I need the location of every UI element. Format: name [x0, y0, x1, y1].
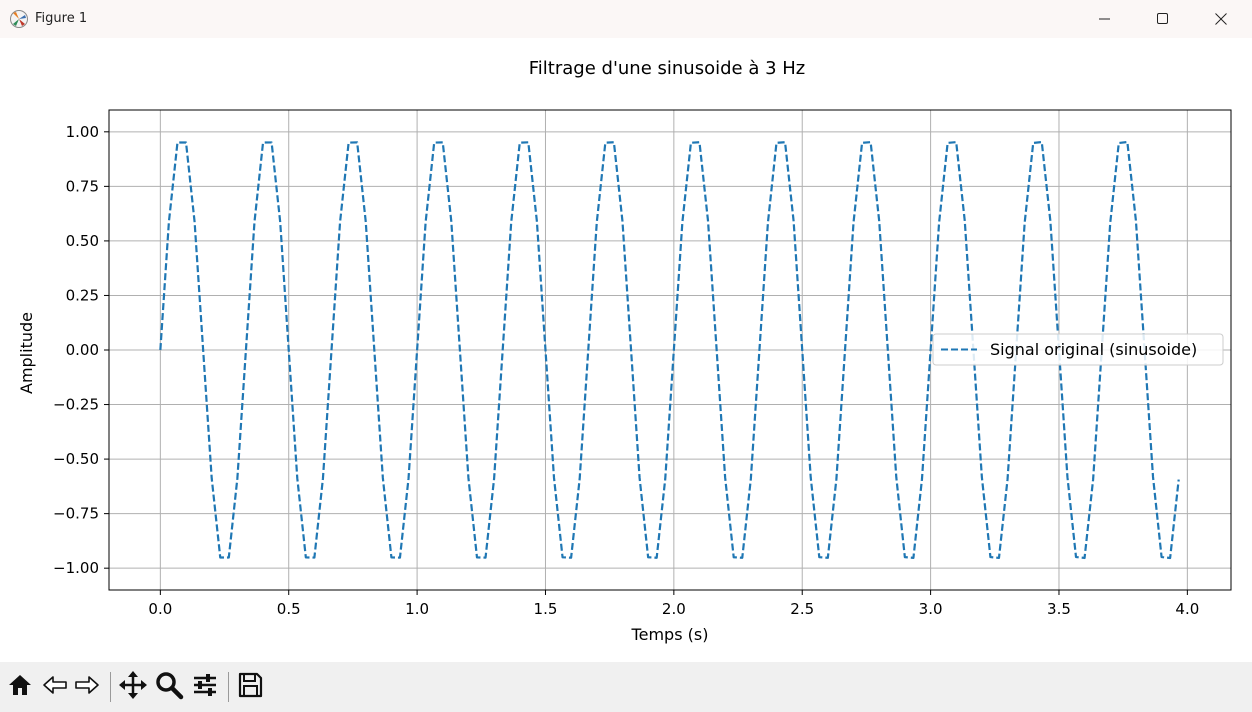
y-tick-label: 1.00 [66, 123, 99, 141]
save-icon [236, 671, 264, 703]
window-title: Figure 1 [35, 11, 88, 26]
back-arrow-icon [41, 671, 69, 703]
move-icon [118, 670, 148, 704]
series-line [159, 140, 1180, 560]
subplots-button[interactable] [189, 670, 221, 704]
legend-label: Signal original (sinusoide) [990, 340, 1197, 359]
minimize-button[interactable] [1076, 0, 1134, 38]
x-axis-label: Temps (s) [631, 625, 709, 644]
y-tick-label: 0.00 [66, 341, 99, 359]
y-tick-label: −0.50 [53, 450, 99, 468]
close-button[interactable] [1192, 0, 1250, 38]
toolbar-separator [228, 672, 229, 702]
zoom-button[interactable] [153, 670, 185, 704]
x-tick-label: 2.0 [662, 600, 686, 618]
navigation-toolbar [0, 662, 1252, 712]
x-tick-label: 1.0 [405, 600, 429, 618]
y-tick-label: −0.25 [53, 396, 99, 414]
save-button[interactable] [234, 670, 266, 704]
window-titlebar: Figure 1 [0, 0, 1252, 39]
pan-button[interactable] [117, 670, 149, 704]
close-icon [1215, 13, 1227, 25]
y-tick-label: 0.75 [66, 177, 99, 195]
x-tick-label: 0.5 [277, 600, 301, 618]
legend-box [932, 333, 1224, 366]
x-tick-label: 2.5 [790, 600, 814, 618]
x-tick-label: 3.0 [919, 600, 943, 618]
x-tick-label: 4.0 [1175, 600, 1199, 618]
x-tick-label: 1.5 [534, 600, 558, 618]
minimize-icon [1099, 13, 1111, 25]
y-axis-label: Amplitude [17, 312, 36, 394]
magnifier-icon [154, 670, 184, 704]
home-button[interactable] [4, 670, 36, 704]
y-tick-label: 0.50 [66, 232, 99, 250]
x-tick-label: 0.0 [148, 600, 172, 618]
chart-svg: Filtrage d'une sinusoide à 3 Hz 0.0 0.5 1.… [17, 58, 1232, 644]
tick-layer: 0.0 0.5 1.0 1.5 2.0 2.5 3.0 3.5 4.0 1.00 0.75 0.50 0… [53, 123, 1199, 618]
matplotlib-figure-icon [9, 9, 29, 29]
x-tick-label: 3.5 [1047, 600, 1071, 618]
sliders-icon [191, 671, 219, 703]
maximize-icon [1157, 13, 1169, 25]
back-button[interactable] [39, 670, 71, 704]
y-tick-label: −1.00 [53, 559, 99, 577]
maximize-button[interactable] [1134, 0, 1192, 38]
figure-canvas[interactable]: Filtrage d'une sinusoide à 3 Hz 0.0 0.5 1.… [0, 38, 1252, 662]
toolbar-separator [110, 672, 111, 702]
y-tick-label: −0.75 [53, 505, 99, 523]
forward-arrow-icon [73, 671, 101, 703]
home-icon [6, 671, 34, 703]
series-layer [159, 140, 1180, 560]
forward-button[interactable] [71, 670, 103, 704]
legend: Signal original (sinusoide) [932, 333, 1224, 366]
y-tick-label: 0.25 [66, 286, 99, 304]
chart-title: Filtrage d'une sinusoide à 3 Hz [529, 58, 805, 79]
